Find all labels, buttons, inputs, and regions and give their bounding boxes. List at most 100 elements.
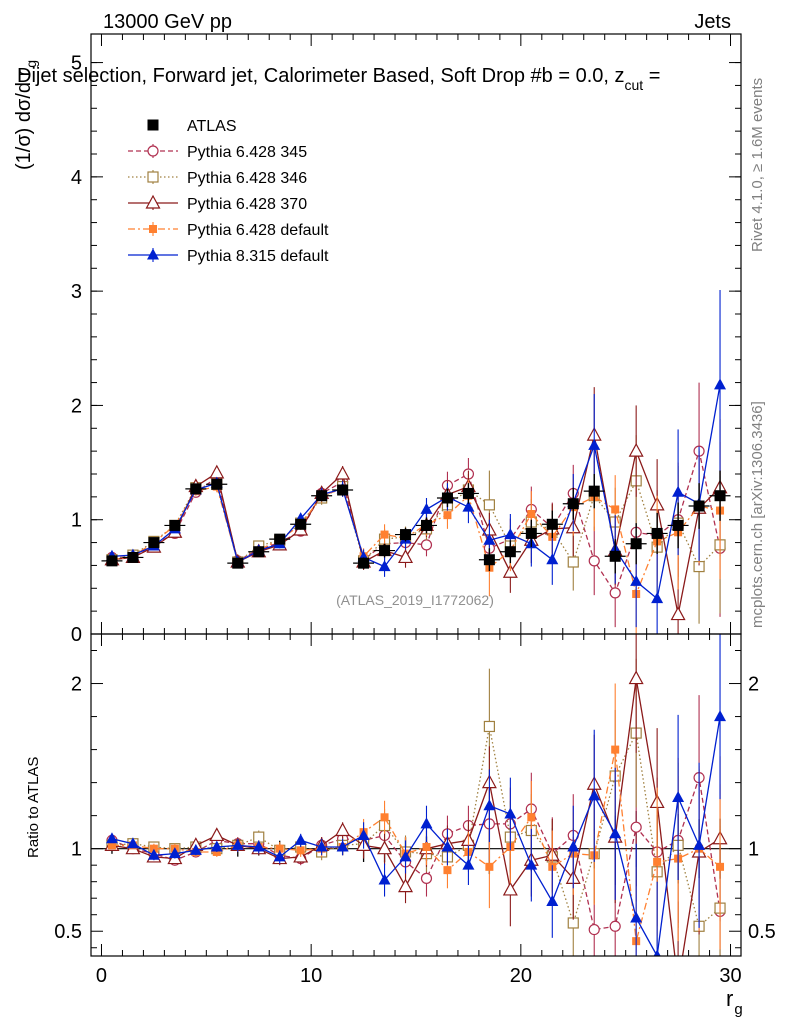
- point-pythia-6-428-345: [588, 923, 600, 936]
- main-title: Dijet selection, Forward jet, Calorimete…: [17, 65, 660, 93]
- point-pythia-8-315-default: [714, 710, 727, 722]
- point-pythia-6-428-370: [335, 822, 351, 837]
- point-pythia-8-315-default: [294, 833, 307, 845]
- point-pythia-6-428-345: [588, 555, 600, 567]
- line-pythia-6-428-346: [111, 726, 721, 928]
- legend-marker: [147, 145, 159, 157]
- point-pythia-6-428-345: [420, 539, 433, 551]
- ratio-xlabel-text: r: [726, 986, 733, 1011]
- point-atlas: [148, 537, 160, 549]
- y-tick-label: 0: [71, 624, 82, 646]
- point-pythia-8-315-default: [567, 840, 580, 852]
- y-tick-label-right: 1: [748, 839, 759, 861]
- point-pythia-8-315-default: [672, 790, 685, 802]
- point-pythia-6-428-370: [335, 465, 351, 480]
- point-atlas: [190, 483, 202, 495]
- point-atlas: [525, 527, 537, 539]
- point-atlas: [316, 490, 328, 502]
- point-pythia-6-428-default: [296, 846, 305, 855]
- ratio-ticks: 0 10 20 30 0.5 0.5 1 1 2 2: [54, 634, 776, 987]
- point-pythia-6-428-346: [567, 556, 579, 568]
- point-pythia-6-428-370: [209, 827, 225, 842]
- series-atlas: [101, 470, 731, 574]
- point-atlas: [274, 533, 286, 545]
- legend-marker: [147, 119, 159, 131]
- header-right: Jets: [694, 11, 731, 33]
- point-pythia-6-428-370: [398, 549, 414, 564]
- ratio-xlabel: rg: [726, 986, 743, 1018]
- point-atlas: [106, 555, 118, 567]
- y-tick-label: 3: [71, 281, 82, 303]
- legend-label: Pythia 6.428 346: [187, 170, 307, 187]
- point-pythia-8-315-default: [588, 789, 601, 801]
- watermark: (ATLAS_2019_I1772062): [336, 592, 494, 608]
- reference-band: [91, 811, 741, 887]
- point-pythia-8-315-default: [630, 911, 643, 923]
- y-tick-label: 2: [71, 395, 82, 417]
- point-atlas: [337, 484, 349, 496]
- point-pythia-6-428-default: [275, 844, 284, 853]
- point-pythia-8-315-default: [588, 438, 601, 450]
- y-tick-label-right: 2: [748, 674, 759, 696]
- point-pythia-6-428-370: [628, 442, 644, 457]
- legend-label: Pythia 6.428 default: [187, 222, 329, 239]
- point-pythia-8-315-default: [168, 847, 181, 859]
- point-pythia-8-315-default: [315, 840, 328, 852]
- main-ylabel: (1/σ) dσ/d rg: [13, 60, 39, 170]
- point-pythia-8-315-default: [357, 828, 370, 840]
- point-pythia-8-315-default: [651, 592, 664, 604]
- point-pythia-8-315-default: [672, 485, 685, 497]
- point-pythia-6-428-default: [527, 510, 536, 518]
- point-pythia-8-315-default: [441, 840, 454, 852]
- point-pythia-8-315-default: [462, 858, 475, 870]
- point-pythia-6-428-default: [380, 530, 389, 539]
- point-pythia-8-315-default: [420, 817, 433, 829]
- series-pythia-6-428-370: [104, 634, 728, 956]
- legend-item-pythia-6-428-370: Pythia 6.428 370: [128, 194, 307, 213]
- main-panel: 0 1 2 3 4 5 Dijet selection, Forward jet, Cal…: [13, 33, 742, 646]
- point-pythia-8-315-default: [462, 500, 475, 512]
- point-pythia-8-315-default: [609, 827, 622, 839]
- legend-item-pythia-6-428-346: Pythia 6.428 346: [128, 170, 307, 187]
- point-pythia-8-315-default: [693, 838, 706, 850]
- point-pythia-6-428-370: [398, 878, 414, 893]
- point-pythia-6-428-345: [630, 821, 642, 833]
- point-atlas: [295, 518, 307, 530]
- x-tick-label: 30: [719, 965, 741, 987]
- point-pythia-8-315-default: [546, 553, 559, 565]
- point-pythia-6-428-default: [443, 866, 452, 875]
- legend-marker: [147, 248, 159, 260]
- x-tick-label: 20: [510, 965, 532, 987]
- line-pythia-6-428-346: [111, 479, 721, 568]
- point-atlas: [672, 519, 684, 531]
- main-title-sub: cut: [625, 77, 644, 93]
- point-pythia-6-428-default: [611, 505, 620, 514]
- series-pythia-8-315-default: [105, 634, 727, 956]
- point-atlas: [609, 550, 621, 562]
- point-pythia-6-428-370: [502, 564, 518, 578]
- point-atlas: [504, 546, 516, 558]
- point-pythia-8-315-default: [546, 895, 559, 907]
- point-atlas: [400, 529, 412, 541]
- point-pythia-8-315-default: [653, 949, 661, 956]
- point-pythia-6-428-370: [377, 840, 393, 855]
- legend-item-pythia-6-428-default: Pythia 6.428 default: [128, 222, 329, 239]
- point-pythia-8-315-default: [504, 807, 517, 819]
- point-pythia-6-428-default: [107, 841, 116, 850]
- point-pythia-8-315-default: [336, 840, 349, 852]
- point-atlas: [588, 485, 600, 497]
- point-pythia-8-315-default: [189, 843, 202, 855]
- point-atlas: [714, 490, 726, 502]
- point-atlas: [567, 498, 579, 510]
- point-pythia-6-428-default: [716, 862, 725, 871]
- legend-marker: [149, 225, 157, 233]
- line-pythia-6-428-default: [112, 749, 721, 942]
- line-pythia-6-428-370: [111, 678, 721, 956]
- point-pythia-6-428-default: [443, 511, 452, 520]
- legend: ATLAS Pythia 6.428 345 Pythia 6.428 346 Pyt…: [128, 118, 329, 265]
- point-pythia-8-315-default: [126, 837, 139, 849]
- point-atlas: [379, 545, 391, 557]
- point-atlas: [483, 554, 495, 566]
- main-ylabel-text: (1/σ) dσ/d r: [13, 69, 35, 170]
